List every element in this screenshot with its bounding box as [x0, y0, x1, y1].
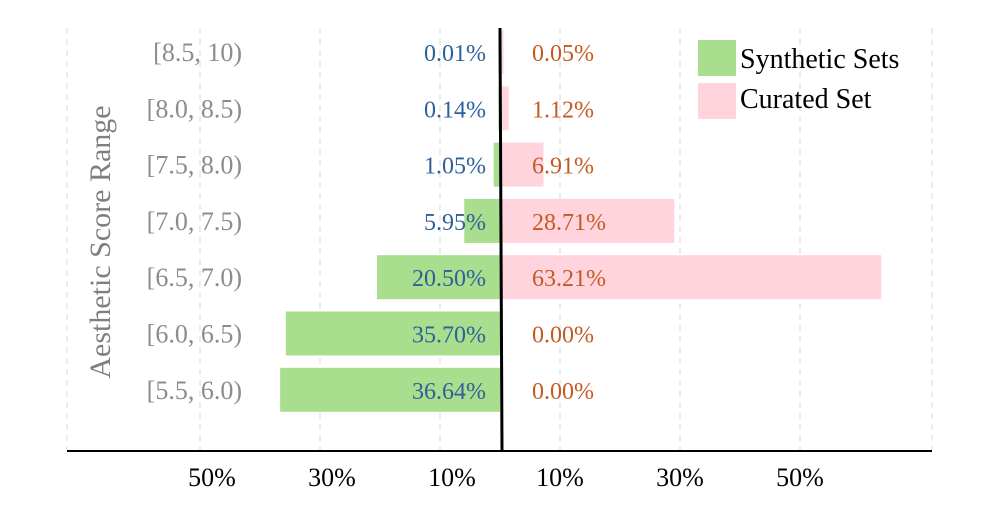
legend-swatch-curated	[698, 83, 736, 119]
x-tick-label: 10%	[428, 463, 476, 492]
value-label-synthetic: 36.64%	[412, 379, 486, 405]
value-label-curated: 0.00%	[532, 323, 594, 349]
value-label-curated: 0.00%	[532, 379, 594, 405]
bars	[280, 30, 882, 412]
category-label: [6.5, 7.0)	[147, 263, 242, 292]
legend-label-curated: Curated Set	[740, 84, 872, 115]
value-label-synthetic: 0.14%	[424, 97, 486, 123]
bar-synthetic	[280, 367, 500, 412]
value-label-curated: 6.91%	[532, 154, 594, 180]
bar-curated	[502, 30, 504, 74]
category-label: [8.0, 8.5)	[147, 94, 242, 123]
value-label-curated: 1.12%	[532, 97, 594, 123]
bar-curated	[502, 142, 544, 187]
value-label-synthetic: 20.50%	[412, 266, 486, 292]
legend-swatch-synthetic	[698, 40, 736, 76]
legend: Synthetic Sets Curated Set	[698, 40, 899, 119]
value-label-synthetic: 0.01%	[424, 41, 486, 67]
category-label: [7.0, 7.5)	[147, 207, 242, 236]
value-label-curated: 28.71%	[532, 210, 606, 236]
value-label-curated: 63.21%	[532, 266, 606, 292]
category-labels: [8.5, 10) [8.0, 8.5) [7.5, 8.0) [7.0, 7.5) […	[147, 38, 242, 405]
x-tick-label: 30%	[656, 463, 704, 492]
category-label: [5.5, 6.0)	[147, 376, 242, 405]
category-label: [6.0, 6.5)	[147, 320, 242, 349]
bar-synthetic	[285, 311, 500, 356]
value-label-synthetic: 1.05%	[424, 154, 486, 180]
x-tick-label: 50%	[188, 463, 236, 492]
x-tick-label: 30%	[308, 463, 356, 492]
bar-curated	[502, 86, 509, 131]
x-tick-label: 50%	[776, 463, 824, 492]
category-label: [7.5, 8.0)	[147, 151, 242, 180]
center-axis-line	[498, 27, 504, 452]
x-tick-labels: 50% 30% 10% 10% 30% 50%	[188, 463, 824, 492]
category-label: [8.5, 10)	[153, 38, 242, 67]
bar-curated	[502, 255, 882, 300]
bar-synthetic	[464, 198, 500, 243]
bar-synthetic	[377, 255, 500, 300]
bar-curated	[502, 198, 675, 243]
value-labels: 0.01% 0.05% 0.14% 1.12% 1.05% 6.91% 5.95% 28.71…	[412, 41, 606, 405]
legend-label-synthetic: Synthetic Sets	[740, 44, 899, 75]
bar-synthetic	[493, 142, 500, 187]
value-label-curated: 0.05%	[532, 41, 594, 67]
x-tick-label: 10%	[536, 463, 584, 492]
y-axis-label: Aesthetic Score Range	[84, 105, 117, 378]
value-label-synthetic: 5.95%	[424, 210, 486, 236]
value-label-synthetic: 35.70%	[412, 323, 486, 349]
